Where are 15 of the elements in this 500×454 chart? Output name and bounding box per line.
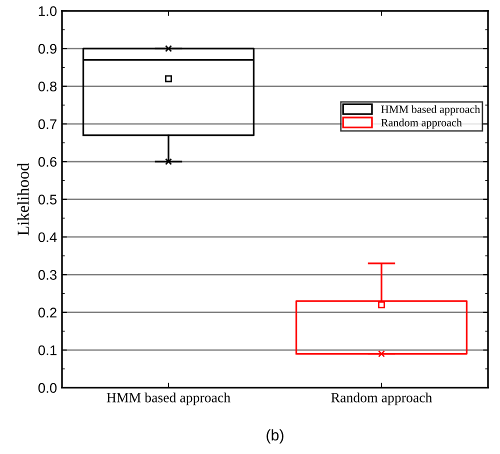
y-tick-label: 0.9 xyxy=(38,44,56,54)
y-tick-label: 0.8 xyxy=(38,82,57,92)
y-axis-title: Likelihood xyxy=(17,162,29,236)
y-tick-label: 0.6 xyxy=(38,156,57,167)
y-tick-label: 0.4 xyxy=(38,232,57,242)
y-tick-label: 0.7 xyxy=(38,119,56,130)
legend-label: Random approach xyxy=(381,118,462,129)
y-tick-label: 0.3 xyxy=(38,270,57,280)
y-tick-label: 1.0 xyxy=(38,6,57,16)
y-tick-label: 0.0 xyxy=(38,383,57,393)
y-tick-label: 0.2 xyxy=(38,308,56,318)
y-tick-label: 0.5 xyxy=(38,194,57,204)
legend-label: HMM based approach xyxy=(381,105,480,116)
y-tick-label: 0.1 xyxy=(38,345,56,356)
text: (b) xyxy=(266,429,284,444)
